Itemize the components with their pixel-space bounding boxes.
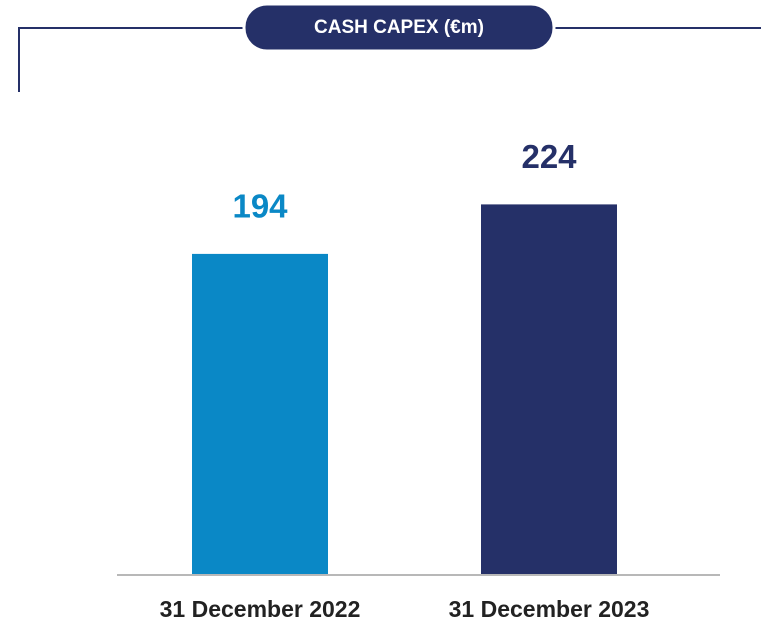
x-tick-label: 31 December 2022 (160, 596, 361, 622)
x-tick-label: 31 December 2023 (449, 596, 650, 622)
value-label: 194 (232, 188, 288, 225)
bar (481, 204, 617, 574)
chart-title: CASH CAPEX (€m) (314, 17, 484, 38)
title-pill (242, 2, 556, 53)
bar (192, 253, 328, 574)
value-label: 224 (521, 138, 577, 175)
